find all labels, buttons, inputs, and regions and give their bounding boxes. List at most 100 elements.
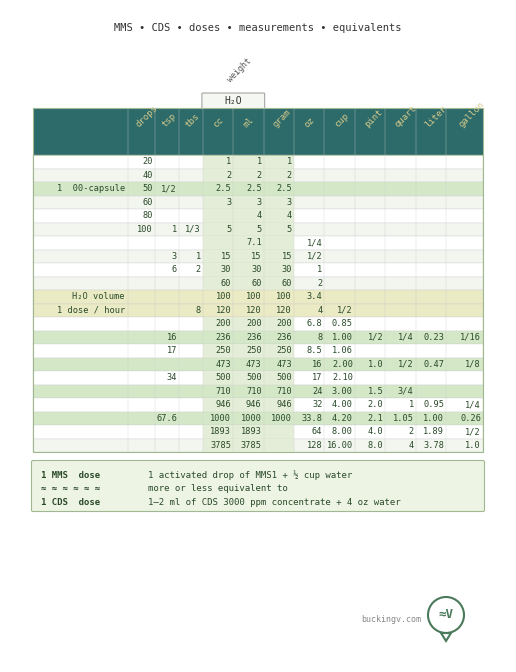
- Text: 1: 1: [287, 157, 292, 166]
- Text: 32: 32: [312, 401, 322, 409]
- Text: 500: 500: [216, 373, 231, 382]
- Text: 1 activated drop of MMS1 + ½ cup water: 1 activated drop of MMS1 + ½ cup water: [148, 470, 352, 480]
- Bar: [233, 169, 264, 182]
- Text: 1/8: 1/8: [465, 360, 481, 369]
- Bar: [203, 155, 233, 169]
- Bar: [203, 222, 233, 236]
- Bar: [33, 263, 483, 276]
- Bar: [233, 249, 264, 263]
- Bar: [264, 196, 294, 209]
- Text: 50: 50: [142, 184, 153, 194]
- Text: 100: 100: [216, 292, 231, 301]
- Text: 1/2: 1/2: [337, 306, 353, 314]
- Text: 4: 4: [409, 441, 414, 450]
- Text: 1.0: 1.0: [367, 360, 383, 369]
- Text: 2.5: 2.5: [216, 184, 231, 194]
- Bar: [264, 169, 294, 182]
- Bar: [33, 182, 483, 196]
- Text: 1.89: 1.89: [423, 427, 444, 436]
- Text: 200: 200: [216, 319, 231, 328]
- Text: gallon: gallon: [457, 100, 487, 129]
- Bar: [33, 108, 483, 155]
- Bar: [264, 371, 294, 384]
- Bar: [233, 371, 264, 384]
- Text: 1.00: 1.00: [423, 414, 444, 423]
- Text: 3.78: 3.78: [423, 441, 444, 450]
- Text: 473: 473: [216, 360, 231, 369]
- Text: 60: 60: [282, 279, 292, 288]
- Text: ml: ml: [241, 115, 255, 129]
- Bar: [203, 209, 233, 222]
- Text: 4.0: 4.0: [367, 427, 383, 436]
- Text: 1: 1: [196, 252, 201, 261]
- Bar: [33, 304, 483, 317]
- Text: 30: 30: [282, 265, 292, 274]
- Text: 3.00: 3.00: [332, 387, 353, 396]
- Text: 946: 946: [216, 401, 231, 409]
- Text: tbs: tbs: [184, 112, 201, 129]
- Bar: [233, 425, 264, 439]
- Text: ≈V: ≈V: [439, 609, 454, 622]
- FancyBboxPatch shape: [31, 460, 485, 511]
- Text: 5: 5: [256, 224, 262, 234]
- Text: 1 dose / hour: 1 dose / hour: [57, 306, 125, 314]
- Bar: [33, 317, 483, 331]
- Text: 120: 120: [216, 306, 231, 314]
- Text: 3: 3: [172, 252, 177, 261]
- Text: 15: 15: [251, 252, 262, 261]
- Text: 100: 100: [277, 292, 292, 301]
- Text: 1000: 1000: [271, 414, 292, 423]
- Text: 30: 30: [221, 265, 231, 274]
- Bar: [264, 317, 294, 331]
- Bar: [264, 236, 294, 249]
- Text: 2.1: 2.1: [367, 414, 383, 423]
- Bar: [33, 209, 483, 222]
- Text: 2: 2: [287, 171, 292, 179]
- Text: drops: drops: [134, 103, 159, 129]
- Bar: [33, 425, 483, 439]
- Text: 8: 8: [317, 333, 322, 342]
- Bar: [33, 290, 483, 304]
- Text: 946: 946: [246, 401, 262, 409]
- Text: 7.1: 7.1: [246, 239, 262, 247]
- Bar: [33, 196, 483, 209]
- Text: cc: cc: [211, 115, 224, 129]
- Text: 236: 236: [216, 333, 231, 342]
- Text: 200: 200: [246, 319, 262, 328]
- Bar: [233, 196, 264, 209]
- Text: 473: 473: [246, 360, 262, 369]
- Bar: [33, 411, 483, 425]
- Text: 500: 500: [277, 373, 292, 382]
- Text: MMS • CDS • doses • measurements • equivalents: MMS • CDS • doses • measurements • equiv…: [114, 23, 402, 33]
- Text: 1/2: 1/2: [398, 360, 414, 369]
- Text: 16: 16: [312, 360, 322, 369]
- Text: gram: gram: [271, 108, 293, 129]
- Bar: [33, 108, 483, 452]
- Bar: [33, 276, 483, 290]
- Text: 710: 710: [216, 387, 231, 396]
- Bar: [203, 371, 233, 384]
- Text: 473: 473: [277, 360, 292, 369]
- Bar: [264, 425, 294, 439]
- Text: 250: 250: [216, 346, 231, 355]
- Text: 33.8: 33.8: [301, 414, 322, 423]
- Bar: [233, 263, 264, 276]
- Text: 1: 1: [172, 224, 177, 234]
- Text: 3: 3: [226, 198, 231, 207]
- Text: 1893: 1893: [211, 427, 231, 436]
- Text: 60: 60: [142, 198, 153, 207]
- Bar: [203, 398, 233, 411]
- Bar: [33, 155, 483, 169]
- Text: 100: 100: [246, 292, 262, 301]
- Text: quart: quart: [393, 103, 418, 129]
- Bar: [264, 398, 294, 411]
- Bar: [233, 439, 264, 452]
- Text: buckingv.com: buckingv.com: [361, 614, 421, 624]
- Text: 20: 20: [142, 157, 153, 166]
- Text: 2.5: 2.5: [246, 184, 262, 194]
- Text: 2: 2: [317, 279, 322, 288]
- Text: 60: 60: [251, 279, 262, 288]
- Text: cup: cup: [332, 112, 350, 129]
- Bar: [233, 276, 264, 290]
- Bar: [203, 263, 233, 276]
